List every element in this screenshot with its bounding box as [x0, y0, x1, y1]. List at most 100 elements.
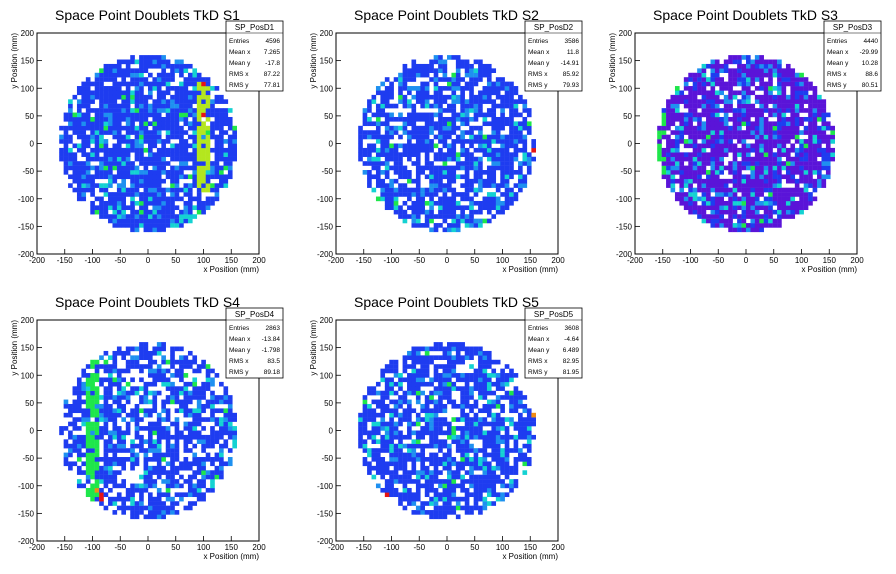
- heatmap-cell: [777, 161, 782, 166]
- heatmap-cell: [402, 461, 408, 467]
- heatmap-cell: [803, 200, 809, 206]
- heatmap-cell: [384, 86, 390, 91]
- heatmap-cell: [688, 108, 693, 113]
- heatmap-cell: [219, 99, 224, 104]
- heatmap-cell: [473, 461, 479, 467]
- heatmap-cell: [509, 99, 514, 104]
- heatmap-cell: [380, 143, 386, 149]
- heatmap-cell: [424, 214, 430, 219]
- heatmap-cell: [219, 470, 224, 475]
- heatmap-cell: [482, 474, 488, 480]
- heatmap-cell: [152, 121, 158, 127]
- heatmap-cells: [358, 342, 536, 520]
- heatmap-cell: [389, 430, 394, 436]
- heatmap-cell: [447, 479, 452, 484]
- heatmap-cell: [407, 403, 412, 409]
- heatmap-cell: [170, 108, 175, 113]
- heatmap-cell: [688, 165, 693, 171]
- heatmap-cell: [90, 496, 95, 502]
- heatmap-cell: [451, 359, 457, 365]
- heatmap-cell: [90, 121, 95, 127]
- heatmap-cell: [76, 112, 82, 118]
- heatmap-cell: [99, 170, 104, 175]
- heatmap-cell: [706, 218, 711, 224]
- heatmap-cell: [362, 457, 368, 462]
- heatmap-cell: [746, 214, 751, 219]
- heatmap-cell: [183, 192, 189, 197]
- heatmap-cell: [402, 209, 408, 215]
- heatmap-cell: [415, 470, 421, 475]
- heatmap-cell: [90, 183, 95, 188]
- heatmap-cell: [148, 426, 153, 431]
- heatmap-cell: [460, 448, 465, 453]
- heatmap-cell: [433, 514, 439, 520]
- heatmap-cell: [384, 390, 390, 396]
- heatmap-cell: [455, 192, 461, 197]
- heatmap-cell: [714, 156, 720, 162]
- heatmap-cell: [219, 399, 224, 405]
- heatmap-cell: [148, 121, 153, 127]
- heatmap-cell: [125, 116, 131, 122]
- heatmap-cell: [688, 196, 693, 202]
- heatmap-cell: [429, 496, 434, 502]
- heatmap-cell: [152, 63, 158, 69]
- heatmap-cell: [464, 152, 470, 157]
- heatmap-cell: [464, 214, 470, 219]
- heatmap-cell: [723, 143, 729, 149]
- heatmap-cell: [469, 223, 474, 228]
- heatmap-cell: [116, 108, 122, 113]
- heatmap-cell: [152, 170, 158, 175]
- heatmap-cell: [130, 68, 135, 73]
- heatmap-cell: [772, 192, 778, 197]
- heatmap-cell: [482, 430, 488, 436]
- heatmap-cell: [103, 68, 109, 73]
- heatmap-cell: [407, 121, 412, 127]
- heatmap-cell: [732, 227, 738, 233]
- heatmap-cell: [94, 209, 100, 215]
- heatmap-cell: [393, 196, 399, 202]
- heatmap-cell: [214, 161, 220, 166]
- heatmap-cell: [429, 377, 434, 383]
- heatmap-cell: [205, 368, 211, 374]
- heatmap-cell: [790, 156, 796, 162]
- heatmap-cell: [464, 461, 470, 467]
- heatmap-cell: [719, 125, 724, 131]
- heatmap-cell: [210, 165, 215, 171]
- heatmap-cell: [447, 77, 452, 82]
- heatmap-cell: [108, 112, 113, 118]
- heatmap-cell: [407, 174, 412, 180]
- heatmap-cell: [411, 214, 417, 219]
- heatmap-cell: [411, 68, 417, 73]
- heatmap-cell: [393, 152, 399, 157]
- heatmap-cell: [219, 170, 224, 175]
- heatmap-cell: [411, 59, 417, 65]
- heatmap-cell: [728, 103, 733, 109]
- heatmap-cell: [821, 174, 827, 180]
- heatmap-cell: [688, 134, 693, 140]
- heatmap-cell: [518, 178, 523, 184]
- heatmap-cell: [830, 130, 835, 135]
- heatmap-cell: [156, 174, 162, 180]
- heatmap-cell: [121, 403, 126, 409]
- heatmap-cell: [407, 90, 412, 96]
- heatmap-cell: [741, 143, 747, 149]
- heatmap-cell: [772, 103, 778, 109]
- heatmap-cell: [85, 403, 91, 409]
- heatmap-cell: [76, 196, 82, 202]
- heatmap-cell: [103, 130, 109, 135]
- heatmap-cell: [464, 386, 470, 391]
- heatmap-cell: [393, 200, 399, 206]
- heatmap-cell: [455, 426, 461, 431]
- heatmap-cell: [389, 359, 394, 365]
- heatmap-cell: [90, 192, 95, 197]
- heatmap-cell: [464, 112, 470, 118]
- heatmap-cell: [210, 108, 215, 113]
- heatmap-cell: [116, 130, 122, 135]
- heatmap-cell: [692, 139, 698, 144]
- heatmap-cell: [737, 139, 742, 144]
- heatmap-cell: [402, 143, 408, 149]
- heatmap-cell: [723, 147, 729, 153]
- heatmap-cell: [460, 139, 465, 144]
- heatmap-cell: [451, 174, 457, 180]
- heatmap-cell: [367, 417, 372, 422]
